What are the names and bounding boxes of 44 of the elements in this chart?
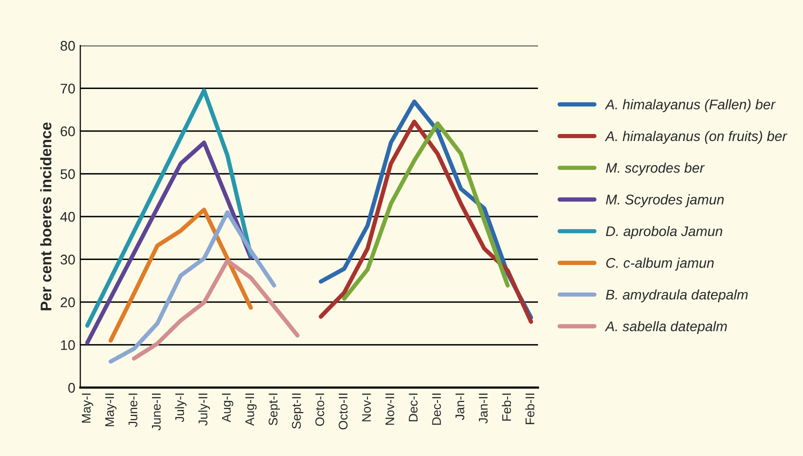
legend-label: D. aprobola Jamun — [606, 226, 722, 239]
x-tick-label: Aug-I — [222, 394, 234, 422]
x-tick-label: Aug-II — [245, 394, 257, 426]
x-tick-label: July-I — [174, 394, 187, 422]
line-series — [132, 258, 300, 361]
x-tick-label: Jan-II — [478, 394, 488, 424]
legend-label: C. c-album jamun — [606, 258, 714, 271]
line-series — [85, 88, 253, 328]
y-axis-title: Per cent boeres incidence — [40, 122, 52, 310]
line-series — [85, 140, 253, 345]
y-tick-label: 10 — [61, 340, 75, 350]
x-tick-label: June-II — [152, 394, 161, 430]
y-tick-label: 50 — [60, 169, 75, 180]
y-tick-label: 70 — [60, 84, 75, 94]
legend-label: A. sabella datepalm — [604, 321, 727, 334]
y-tick-label: 80 — [60, 40, 75, 51]
legend-label: A. himalayanus (Fallen) ber — [604, 99, 776, 112]
y-tick-label: 30 — [60, 254, 75, 265]
x-tick-label: May-I — [82, 394, 94, 423]
x-tick-label: May-II — [105, 394, 116, 426]
x-tick-label: Octo-II — [338, 394, 348, 430]
x-tick-label: Jan-I — [456, 394, 464, 420]
legend-label: M. Scyrodes jamun — [606, 194, 724, 208]
legend-label: B. amydraula datepalm — [606, 289, 748, 302]
x-tick-label: Octo-I — [315, 394, 324, 426]
legend-label: A. himalayanus (on fruits) ber — [604, 130, 788, 144]
x-tick-label: Nov-I — [362, 394, 371, 422]
x-tick-label: Sept-II — [292, 394, 304, 429]
x-tick-label: Nov-II — [386, 394, 394, 425]
x-tick-label: Dec-II — [432, 394, 441, 425]
legend-label: M. scyrodes ber — [606, 162, 705, 176]
line-series — [108, 208, 253, 343]
line-series — [108, 210, 276, 364]
x-tick-label: Sept-I — [268, 394, 280, 426]
y-tick-label: 0 — [68, 382, 75, 393]
y-tick-label: 60 — [60, 126, 75, 136]
x-tick-label: Feb-II — [525, 394, 534, 424]
x-tick-label: July-II — [198, 394, 210, 426]
x-tick-label: Dec-I — [408, 394, 418, 422]
y-tick-label: 40 — [60, 212, 75, 222]
y-tick-label: 20 — [60, 297, 75, 308]
x-tick-label: June-I — [128, 394, 138, 428]
x-tick-label: Feb-I — [502, 394, 512, 421]
line-series — [342, 121, 510, 301]
